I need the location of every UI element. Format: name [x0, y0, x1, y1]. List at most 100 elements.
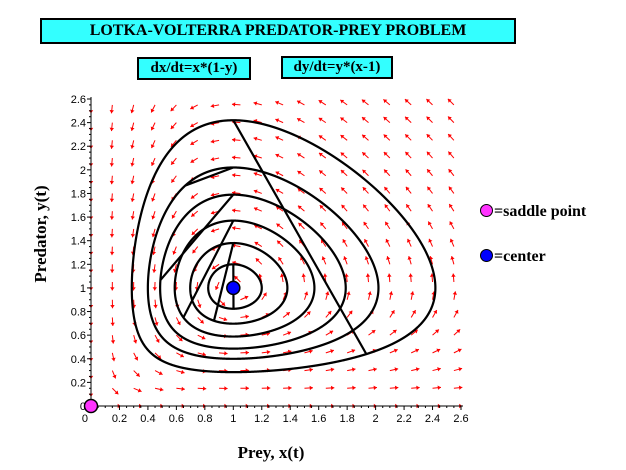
field-arrow	[234, 275, 241, 283]
x-tick-label: 1	[230, 413, 236, 425]
trajectories	[130, 119, 437, 374]
field-arrow	[219, 386, 228, 391]
equation-dy: dy/dt=y*(x-1)	[281, 56, 393, 79]
field-arrow	[453, 348, 462, 354]
field-arrow	[426, 98, 433, 106]
x-tick-label: 1.4	[283, 413, 298, 425]
field-arrow	[275, 118, 284, 124]
field-arrow	[176, 386, 185, 392]
field-arrow	[150, 140, 156, 149]
field-arrow	[361, 99, 369, 106]
x-tick-label: 0	[82, 413, 88, 425]
field-arrow	[130, 228, 136, 238]
field-arrow	[408, 273, 413, 283]
tick-labels: 0.2 0.4 0.6 0.8 1 1.2 1.4 1.6 1.8 2 2.2 2.4 2.6 0 0.2 0…	[71, 94, 469, 425]
y-tick-label: 0	[80, 401, 86, 413]
field-arrow	[361, 134, 369, 141]
field-arrow	[319, 222, 327, 230]
field-arrow	[428, 238, 433, 247]
field-arrow	[175, 317, 181, 326]
field-arrow	[388, 291, 394, 300]
field-arrow	[296, 100, 305, 106]
x-tick-label: 2.2	[396, 413, 411, 425]
field-arrow	[387, 273, 392, 283]
field-arrow	[151, 246, 157, 256]
field-arrow	[109, 211, 115, 220]
field-arrow	[432, 348, 441, 354]
field-arrow	[197, 299, 202, 308]
field-arrow	[346, 348, 356, 354]
field-arrow	[275, 100, 284, 106]
field-arrow	[278, 256, 284, 265]
field-arrow	[110, 317, 115, 326]
legend-saddle-label: =saddle point	[494, 203, 587, 220]
field-arrow	[130, 193, 135, 202]
field-arrow	[283, 385, 292, 391]
field-arrow	[111, 352, 116, 362]
x-tick-label: 0.2	[112, 413, 127, 425]
field-arrow	[389, 385, 399, 390]
field-arrow	[231, 173, 241, 178]
equilibria	[83, 280, 241, 414]
field-arrow	[386, 256, 391, 265]
field-arrow	[427, 221, 433, 230]
field-arrow	[448, 186, 455, 194]
trajectory-curve	[130, 119, 437, 374]
field-arrow	[325, 385, 335, 391]
field-arrow	[383, 134, 391, 141]
field-arrow	[231, 137, 241, 143]
x-axis-label: Prey, x(t)	[238, 443, 305, 462]
y-tick-label: 0.6	[71, 330, 86, 342]
field-arrow	[405, 186, 412, 194]
field-arrow	[361, 116, 369, 123]
field-arrow	[190, 157, 198, 164]
y-tick-label: 1.4	[71, 236, 86, 248]
field-arrow	[404, 116, 412, 123]
field-arrow	[176, 334, 183, 342]
field-arrow	[346, 310, 353, 318]
field-arrow	[190, 104, 198, 110]
center-point	[226, 280, 241, 296]
field-arrow	[109, 122, 114, 132]
field-arrow	[150, 157, 156, 167]
field-arrow	[301, 273, 306, 283]
field-arrow	[362, 204, 369, 212]
field-arrow	[426, 151, 433, 159]
field-arrow	[197, 386, 207, 391]
field-arrow	[362, 186, 369, 194]
field-arrow	[190, 122, 198, 128]
field-arrow	[197, 334, 206, 340]
field-arrow	[253, 171, 262, 177]
field-arrow	[389, 367, 399, 372]
field-arrow	[110, 282, 115, 291]
field-arrow	[197, 317, 205, 324]
field-arrow	[325, 291, 330, 300]
field-arrow	[453, 367, 463, 372]
field-arrow	[253, 189, 262, 194]
field-arrow	[219, 351, 228, 356]
field-arrow	[432, 309, 438, 318]
y-tick-label: 1.6	[71, 212, 86, 224]
field-arrow	[361, 151, 369, 159]
field-arrow	[240, 350, 249, 355]
x-tick-label: 2.4	[425, 413, 440, 425]
legend-center-label: =center	[494, 248, 546, 265]
field-arrow	[343, 256, 348, 265]
field-arrow	[450, 255, 455, 265]
field-arrow	[170, 104, 177, 112]
chart-title: LOTKA-VOLTERRA PREDATOR-PREY PROBLEM	[40, 18, 516, 44]
field-arrow	[383, 186, 391, 194]
field-arrow	[426, 133, 433, 141]
field-arrow	[432, 385, 442, 390]
x-tick-label: 0.8	[197, 413, 212, 425]
field-arrow	[214, 281, 220, 291]
field-arrow	[133, 387, 142, 393]
field-arrow	[296, 117, 305, 124]
field-arrow	[383, 169, 391, 177]
field-arrow	[254, 241, 263, 248]
center-marker-icon	[480, 249, 493, 262]
y-tick-label: 0.4	[71, 354, 86, 366]
y-tick-label: 1	[80, 283, 86, 295]
field-arrow	[261, 349, 271, 355]
field-arrow	[261, 292, 267, 301]
